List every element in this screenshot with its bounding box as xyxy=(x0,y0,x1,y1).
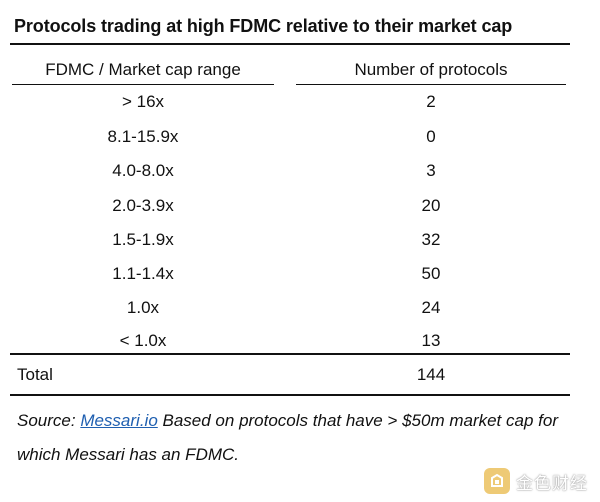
source-text: Based on protocols that have > $50m mark… xyxy=(17,411,558,464)
watermark-text: 金色财经 xyxy=(516,473,588,494)
table-row-range: 1.5-1.9x xyxy=(112,230,174,249)
table-row-range: 1.0x xyxy=(126,298,160,317)
table-row-count: 24 xyxy=(421,298,441,317)
watermark: 金色财经 xyxy=(484,468,588,494)
table-row-range: 4.0-8.0x xyxy=(112,161,174,180)
header-divider-left xyxy=(12,84,274,85)
source-link[interactable]: Messari.io xyxy=(80,411,158,430)
table-row-count: 13 xyxy=(421,331,441,350)
table-row-count: 20 xyxy=(421,196,441,215)
table-row-range: 1.1-1.4x xyxy=(112,264,174,283)
source-prefix: Source: xyxy=(17,411,81,430)
total-label: Total xyxy=(17,365,53,384)
title-divider xyxy=(10,43,570,45)
golden-finance-logo-icon xyxy=(484,468,510,494)
table-row-count: 0 xyxy=(426,127,436,146)
table-row-range: < 1.0x xyxy=(119,331,167,350)
total-value: 144 xyxy=(416,365,446,384)
source-note: Source: Messari.io Based on protocols th… xyxy=(17,404,587,472)
table-row-count: 32 xyxy=(421,230,441,249)
header-count: Number of protocols xyxy=(354,60,508,79)
table-row-count: 2 xyxy=(426,92,436,111)
header-divider-right xyxy=(296,84,566,85)
total-divider xyxy=(10,353,570,355)
table-row-range: 2.0-3.9x xyxy=(112,196,174,215)
table-row-count: 3 xyxy=(426,161,436,180)
header-range: FDMC / Market cap range xyxy=(45,60,241,79)
table-row-range: 8.1-15.9x xyxy=(107,127,179,146)
table-row-count: 50 xyxy=(421,264,441,283)
table-row-range: > 16x xyxy=(121,92,165,111)
table-title: Protocols trading at high FDMC relative … xyxy=(14,16,513,36)
bottom-divider xyxy=(10,394,570,396)
